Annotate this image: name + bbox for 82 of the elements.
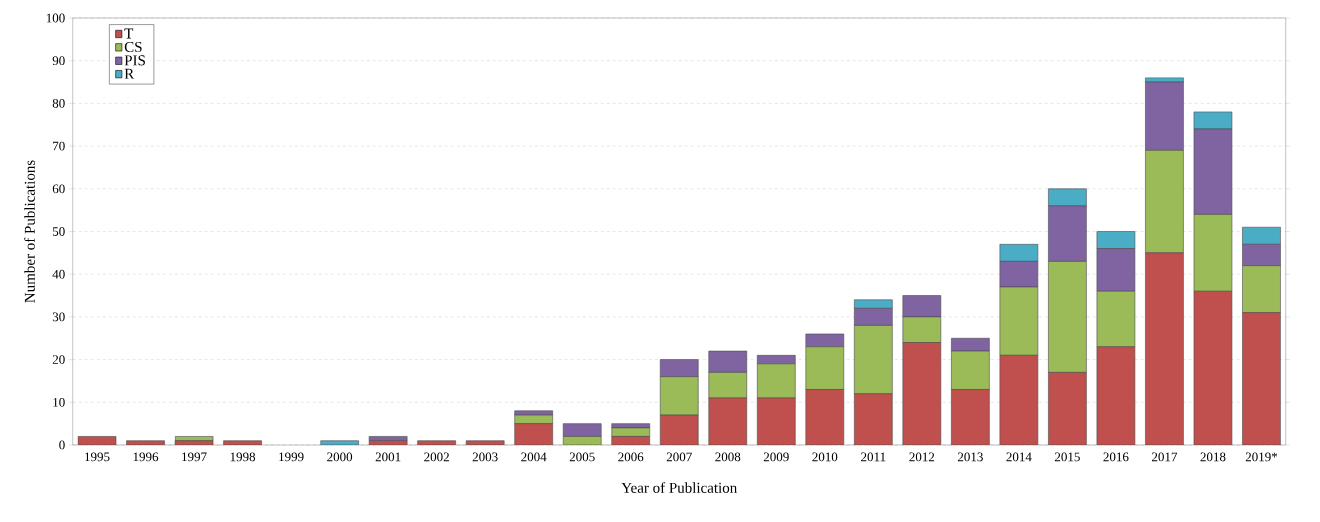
bar <box>854 325 893 395</box>
x-tick-label: 2002 <box>424 452 449 462</box>
bar <box>659 376 699 416</box>
bar <box>756 363 796 399</box>
bar <box>1096 346 1136 445</box>
bar <box>659 359 699 377</box>
bar <box>708 372 748 399</box>
legend-label: PIS <box>124 55 145 66</box>
bar <box>805 389 845 445</box>
x-tick-label: 2007 <box>666 452 692 462</box>
y-axis-title: Number of Publications <box>24 160 35 303</box>
bar <box>1048 261 1087 373</box>
bar <box>902 316 942 343</box>
y-tick-label: 30 <box>52 312 65 322</box>
bar <box>562 423 602 437</box>
y-tick-label: 100 <box>46 13 65 23</box>
x-tick-label: 2011 <box>861 452 886 462</box>
x-tick-label: 2008 <box>715 452 741 462</box>
bar <box>514 423 553 445</box>
x-tick-label: 1997 <box>182 452 207 462</box>
x-tick-label: 1996 <box>133 452 159 462</box>
y-tick-label: 90 <box>52 56 65 66</box>
bar <box>659 414 699 445</box>
x-tick-label: 2013 <box>957 452 983 462</box>
y-tick-label: 50 <box>52 227 65 236</box>
x-tick-label: 2001 <box>375 452 401 462</box>
legend-label: CS <box>124 41 142 52</box>
y-tick-label: 70 <box>53 141 65 151</box>
x-tick-label: 1995 <box>85 452 110 462</box>
bar <box>1193 214 1233 292</box>
bar <box>756 397 796 445</box>
x-tick-label: 2018 <box>1200 452 1226 462</box>
x-tick-label: 2015 <box>1054 452 1080 462</box>
bar <box>1096 248 1136 292</box>
bar <box>902 342 942 445</box>
bar <box>1048 205 1087 262</box>
x-tick-label: 2003 <box>472 452 498 462</box>
bar <box>1145 252 1184 445</box>
bar <box>708 350 748 373</box>
bar <box>1242 265 1281 313</box>
x-tick-label: 2006 <box>618 452 644 462</box>
bar <box>854 393 893 445</box>
y-tick-label: 10 <box>53 397 65 407</box>
bar <box>951 389 990 445</box>
x-tick-label: 2010 <box>812 452 838 462</box>
x-tick-label: 2004 <box>521 452 547 462</box>
x-tick-label: 2016 <box>1103 452 1129 462</box>
bar <box>854 299 893 309</box>
x-tick-label: 1998 <box>230 452 256 462</box>
bar <box>1048 372 1087 445</box>
y-tick-label: 60 <box>52 184 65 194</box>
bar <box>999 261 1039 288</box>
bar <box>999 286 1039 356</box>
x-tick-label: 2009 <box>763 452 789 462</box>
bar <box>951 337 990 352</box>
bar <box>1242 226 1281 245</box>
x-tick-label: 1999 <box>279 452 304 462</box>
x-tick-label: 2012 <box>909 452 935 462</box>
bar <box>854 308 893 326</box>
y-tick-label: 20 <box>52 355 65 364</box>
x-tick-label: 2019* <box>1245 452 1278 462</box>
y-tick-label: 0 <box>59 440 65 450</box>
bar <box>805 333 845 348</box>
bar <box>1048 188 1087 207</box>
bar <box>1193 290 1233 445</box>
bar <box>805 346 845 390</box>
bar <box>951 350 990 390</box>
x-tick-label: 2000 <box>327 452 353 462</box>
legend-label: R <box>124 68 135 79</box>
x-tick-label: 2014 <box>1006 452 1032 462</box>
bar <box>1242 312 1281 445</box>
bar <box>902 295 942 318</box>
bar <box>1145 150 1184 254</box>
bar <box>1096 290 1136 348</box>
y-tick-label: 40 <box>52 269 65 279</box>
y-tick-label: 80 <box>52 99 65 108</box>
bar <box>999 355 1039 445</box>
x-tick-label: 2005 <box>569 452 595 462</box>
x-axis-title: Year of Publication <box>621 482 737 493</box>
bar <box>708 397 748 445</box>
x-tick-label: 2017 <box>1152 452 1178 462</box>
legend-label: T <box>124 28 134 39</box>
